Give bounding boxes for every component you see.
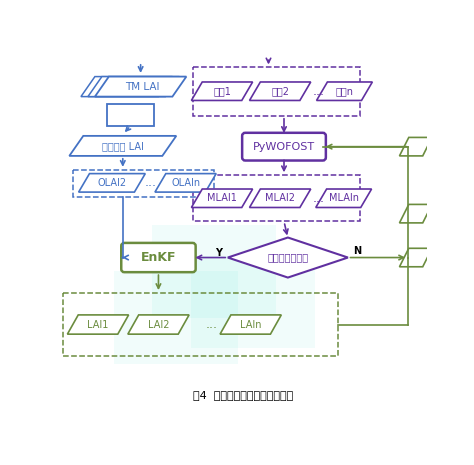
Text: 参数1: 参数1 (213, 86, 231, 96)
Polygon shape (128, 315, 189, 334)
Polygon shape (191, 256, 315, 348)
Text: MLAI1: MLAI1 (207, 193, 237, 203)
Text: ...: ... (205, 318, 217, 331)
Text: ...: ... (313, 85, 325, 98)
Polygon shape (317, 82, 373, 100)
Bar (73, 170, 214, 197)
Polygon shape (249, 189, 311, 207)
Polygon shape (88, 77, 179, 97)
Polygon shape (249, 82, 311, 100)
Polygon shape (113, 272, 237, 364)
Polygon shape (69, 136, 176, 156)
Bar (63, 293, 338, 356)
Text: TM LAI: TM LAI (125, 81, 159, 92)
Text: ...: ... (145, 176, 157, 189)
Polygon shape (191, 189, 253, 207)
Text: MLAI2: MLAI2 (265, 193, 295, 203)
Polygon shape (220, 315, 281, 334)
Polygon shape (400, 205, 432, 223)
FancyBboxPatch shape (242, 133, 326, 160)
Text: Y: Y (215, 248, 222, 258)
Text: LAIn: LAIn (240, 319, 262, 330)
Polygon shape (228, 238, 348, 278)
Text: N: N (354, 246, 362, 256)
Text: 尺度调整 LAI: 尺度调整 LAI (102, 141, 144, 151)
Text: 有无观测数据？: 有无观测数据？ (267, 252, 309, 263)
Polygon shape (400, 248, 432, 267)
Text: LAI1: LAI1 (87, 319, 109, 330)
Polygon shape (152, 225, 276, 318)
Text: MLAIn: MLAIn (328, 193, 359, 203)
Polygon shape (316, 189, 372, 207)
Text: PyWOFOST: PyWOFOST (253, 142, 315, 152)
Text: ...: ... (313, 192, 325, 205)
FancyBboxPatch shape (121, 243, 196, 272)
Bar (192, 67, 360, 116)
Text: OLAI2: OLAI2 (97, 178, 127, 188)
Text: LAI2: LAI2 (148, 319, 169, 330)
Polygon shape (191, 82, 253, 100)
Text: 图4  冬小麦产量估测技术流程图: 图4 冬小麦产量估测技术流程图 (193, 390, 293, 399)
Polygon shape (95, 77, 186, 97)
Polygon shape (67, 315, 128, 334)
Polygon shape (155, 173, 216, 192)
Bar (107, 104, 154, 126)
Polygon shape (81, 77, 173, 97)
Polygon shape (400, 138, 432, 156)
Text: EnKF: EnKF (141, 251, 176, 264)
Polygon shape (79, 173, 145, 192)
Text: 参数n: 参数n (336, 86, 354, 96)
Bar (192, 175, 360, 221)
Text: 参数2: 参数2 (271, 86, 289, 96)
Text: OLAIn: OLAIn (171, 178, 200, 188)
